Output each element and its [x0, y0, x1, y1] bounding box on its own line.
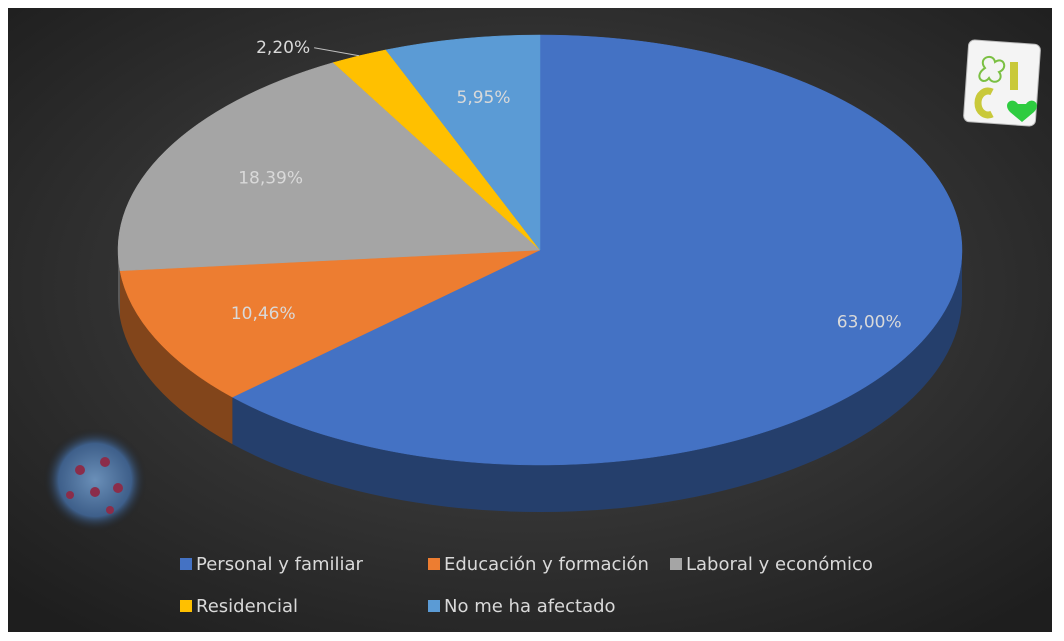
legend-label: No me ha afectado	[444, 596, 616, 617]
data-label: 63,00%	[837, 313, 902, 333]
leader-line	[314, 47, 360, 57]
data-label: 18,39%	[238, 168, 303, 188]
slice-side	[119, 270, 233, 445]
slice-side	[118, 250, 120, 318]
legend-swatch	[670, 558, 682, 570]
logo	[963, 39, 1041, 127]
slice-side	[232, 250, 962, 512]
legend-swatch	[180, 600, 192, 612]
data-label: 5,95%	[457, 88, 511, 108]
data-label: 10,46%	[231, 304, 296, 324]
data-label: 2,20%	[256, 38, 310, 58]
legend-swatch	[428, 558, 440, 570]
slice	[385, 34, 541, 251]
legend-swatch	[428, 600, 440, 612]
legend-label: Laboral y económico	[686, 554, 873, 575]
legend-swatch	[180, 558, 192, 570]
slice	[117, 62, 541, 272]
legend-label: Educación y formación	[444, 554, 649, 575]
legend-label: Residencial	[196, 596, 298, 617]
slice	[231, 34, 963, 466]
legend-label: Personal y familiar	[196, 554, 364, 575]
virus-image	[43, 428, 147, 532]
slice	[119, 249, 541, 398]
